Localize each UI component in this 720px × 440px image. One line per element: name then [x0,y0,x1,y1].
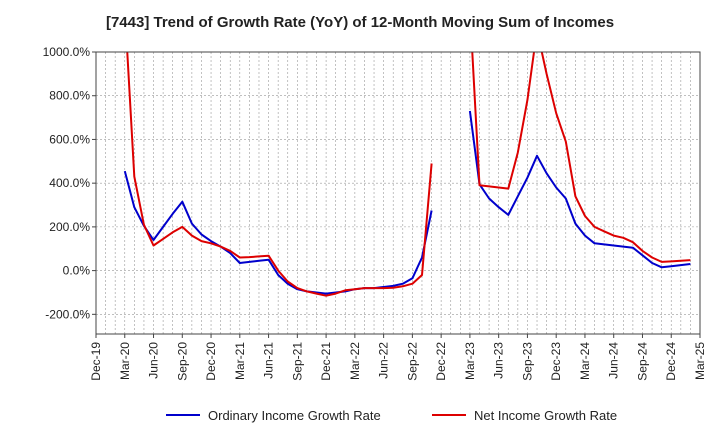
x-tick-label: Mar-25 [693,342,707,380]
y-tick-label: -200.0% [45,307,90,321]
x-tick-label: Dec-20 [204,342,218,381]
x-tick-label: Sep-21 [290,342,304,381]
y-tick-label: 600.0% [49,132,90,146]
x-tick-label: Dec-21 [319,342,333,381]
series-line-net-income [471,52,691,263]
x-tick-label: Jun-24 [607,342,621,379]
plot-area [96,52,700,334]
x-tick-label: Sep-20 [175,342,189,381]
legend-label: Ordinary Income Growth Rate [208,408,381,423]
y-tick-label: 1000.0% [43,45,91,59]
x-tick-label: Mar-21 [233,342,247,380]
y-tick-label: 800.0% [49,89,90,103]
x-tick-label: Jun-22 [377,342,391,379]
y-tick-label: 200.0% [49,220,90,234]
y-axis: -200.0% 0.0% 200.0% 400.0% 600.0% 800.0% 1000.… [43,45,96,321]
x-tick-label: Sep-22 [405,342,419,381]
legend-label: Net Income Growth Rate [474,408,617,423]
x-tick-label: Dec-22 [434,342,448,381]
series-layer [123,52,691,297]
x-tick-label: Sep-23 [520,342,534,381]
plot-frame [95,51,701,335]
x-tick-label: Jun-20 [147,342,161,379]
grid-layer [96,51,700,334]
legend: Ordinary Income Growth Rate Net Income Gr… [166,408,617,423]
x-tick-label: Mar-24 [578,342,592,380]
x-tick-label: Dec-23 [549,342,563,381]
x-tick-label: Mar-20 [118,342,132,380]
x-tick-label: Sep-24 [635,342,649,381]
series-line-net-income [126,52,433,297]
y-tick-label: 400.0% [49,176,90,190]
x-tick-label: Mar-23 [463,342,477,380]
x-tick-label: Jun-21 [262,342,276,379]
chart-title: [7443] Trend of Growth Rate (YoY) of 12-… [105,14,615,31]
series-line-ordinary-income [468,110,691,269]
x-tick-label: Dec-24 [664,342,678,381]
x-tick-label: Jun-23 [492,342,506,379]
x-tick-label: Mar-22 [348,342,362,380]
y-tick-label: 0.0% [63,264,91,278]
x-axis: Dec-19 Mar-20 Jun-20 Sep-20 Dec-20 Mar-21 Jun-… [89,334,707,381]
x-tick-label: Dec-19 [89,342,103,381]
